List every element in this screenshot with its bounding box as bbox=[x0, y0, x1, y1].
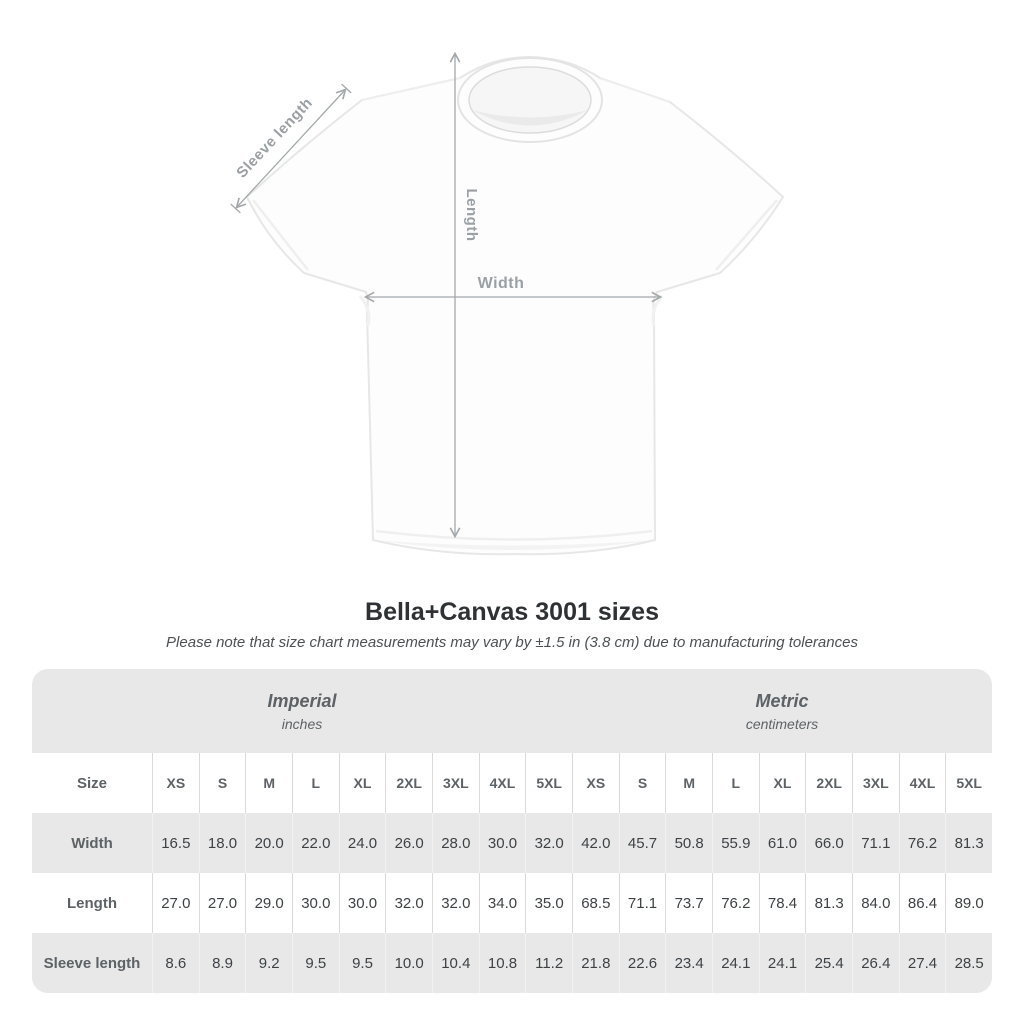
size-value-cell: 8.6 bbox=[152, 933, 199, 993]
size-value-cell: 71.1 bbox=[618, 873, 666, 933]
size-value-cell: 81.3 bbox=[945, 813, 992, 873]
tshirt-diagram-section: Sleeve length Length Width bbox=[230, 0, 784, 556]
size-value-cell: 26.0 bbox=[385, 813, 432, 873]
size-value-cell: 32.0 bbox=[525, 813, 572, 873]
size-value-cell: 27.0 bbox=[198, 873, 246, 933]
imperial-label: Imperial bbox=[267, 690, 337, 711]
size-header-cell: XL bbox=[338, 753, 386, 813]
size-header-cell: L bbox=[292, 753, 339, 813]
row-label-length: Length bbox=[67, 894, 117, 912]
tshirt-collar bbox=[457, 57, 603, 143]
size-header-cell: 5XL bbox=[525, 753, 572, 813]
size-value-cell: 18.0 bbox=[198, 813, 246, 873]
metric-sublabel: centimeters bbox=[745, 715, 819, 732]
size-value-cell: 9.5 bbox=[338, 933, 386, 993]
size-value-cell: 16.5 bbox=[152, 813, 199, 873]
size-value-cell: 73.7 bbox=[665, 873, 712, 933]
size-value-cell: 42.0 bbox=[572, 813, 619, 873]
size-value-cell: 24.1 bbox=[758, 933, 806, 993]
table-row-width: Width 16.5 18.0 20.0 22.0 24.0 26.0 28.0 30.0 32… bbox=[32, 813, 992, 873]
tshirt-diagram: Sleeve length Length Width bbox=[230, 0, 784, 556]
size-value-cell: 22.0 bbox=[292, 813, 339, 873]
size-header-cell: 4XL bbox=[478, 753, 526, 813]
size-value-cell: 32.0 bbox=[432, 873, 479, 933]
size-value-cell: 28.5 bbox=[945, 933, 992, 993]
size-header-cell: S bbox=[618, 753, 666, 813]
size-value-cell: 25.4 bbox=[805, 933, 852, 993]
size-value-cell: 27.0 bbox=[152, 873, 199, 933]
imperial-sublabel: inches bbox=[281, 715, 323, 732]
size-value-cell: 30.0 bbox=[338, 873, 386, 933]
size-value-cell: 76.2 bbox=[898, 813, 946, 873]
size-value-cell: 71.1 bbox=[852, 813, 899, 873]
size-header-cell: L bbox=[712, 753, 759, 813]
size-value-cell: 81.3 bbox=[805, 873, 852, 933]
size-header-cell: XS bbox=[152, 753, 199, 813]
unit-header-row: Imperial inches Metric centimeters bbox=[32, 669, 992, 753]
size-header-cell: 2XL bbox=[385, 753, 432, 813]
size-header-cell: XL bbox=[758, 753, 806, 813]
size-value-cell: 28.0 bbox=[432, 813, 479, 873]
imperial-header: Imperial inches bbox=[32, 669, 572, 753]
row-label-width: Width bbox=[71, 834, 113, 852]
size-value-cell: 66.0 bbox=[805, 813, 852, 873]
width-label: Width bbox=[478, 275, 525, 292]
size-value-cell: 10.4 bbox=[432, 933, 479, 993]
size-header-row: Size XS S M L XL 2XL 3XL 4XL 5XL XS S M L XL 2XL 3XL 4XL… bbox=[32, 753, 992, 813]
size-value-cell: 30.0 bbox=[478, 813, 526, 873]
size-header-cell: M bbox=[665, 753, 712, 813]
size-value-cell: 61.0 bbox=[758, 813, 806, 873]
size-value-cell: 26.4 bbox=[852, 933, 899, 993]
size-value-cell: 68.5 bbox=[572, 873, 619, 933]
size-header-cell: 5XL bbox=[945, 753, 992, 813]
size-value-cell: 24.0 bbox=[338, 813, 386, 873]
size-header-cell: 2XL bbox=[805, 753, 852, 813]
sleeve-length-arrow bbox=[237, 90, 345, 207]
size-value-cell: 10.0 bbox=[385, 933, 432, 993]
size-value-cell: 55.9 bbox=[712, 813, 759, 873]
size-value-cell: 21.8 bbox=[572, 933, 619, 993]
size-header-cell: XS bbox=[572, 753, 619, 813]
size-value-cell: 45.7 bbox=[618, 813, 666, 873]
page-subtitle: Please note that size chart measurements… bbox=[166, 634, 858, 651]
size-value-cell: 32.0 bbox=[385, 873, 432, 933]
size-value-cell: 10.8 bbox=[478, 933, 526, 993]
size-value-cell: 20.0 bbox=[245, 813, 292, 873]
size-value-cell: 34.0 bbox=[478, 873, 526, 933]
metric-header: Metric centimeters bbox=[572, 669, 992, 753]
size-column-header: Size bbox=[76, 774, 107, 792]
size-value-cell: 50.8 bbox=[665, 813, 712, 873]
size-value-cell: 27.4 bbox=[898, 933, 946, 993]
size-value-cell: 11.2 bbox=[525, 933, 572, 993]
page-title: Bella+Canvas 3001 sizes bbox=[365, 598, 659, 626]
size-header-cell: 3XL bbox=[852, 753, 899, 813]
size-value-cell: 30.0 bbox=[292, 873, 339, 933]
measurement-annotations bbox=[230, 54, 660, 536]
size-value-cell: 78.4 bbox=[758, 873, 806, 933]
tshirt-illustration bbox=[246, 56, 784, 556]
size-chart-table: Imperial inches Metric centimeters Size … bbox=[32, 669, 992, 993]
size-value-cell: 86.4 bbox=[898, 873, 946, 933]
size-value-cell: 9.5 bbox=[292, 933, 339, 993]
size-value-cell: 8.9 bbox=[198, 933, 246, 993]
size-value-cell: 22.6 bbox=[618, 933, 666, 993]
size-value-cell: 84.0 bbox=[852, 873, 899, 933]
size-value-cell: 9.2 bbox=[245, 933, 292, 993]
size-header-cell: S bbox=[198, 753, 246, 813]
size-header-cell: M bbox=[245, 753, 292, 813]
size-value-cell: 89.0 bbox=[945, 873, 992, 933]
table-row-length: Length 27.0 27.0 29.0 30.0 30.0 32.0 32.0 34.0 3… bbox=[32, 873, 992, 933]
table-row-sleeve-length: Sleeve length 8.6 8.9 9.2 9.5 9.5 10.0 10.4 10.… bbox=[32, 933, 992, 993]
size-value-cell: 29.0 bbox=[245, 873, 292, 933]
size-value-cell: 24.1 bbox=[712, 933, 759, 993]
length-label: Length bbox=[463, 189, 480, 242]
size-value-cell: 23.4 bbox=[665, 933, 712, 993]
size-value-cell: 35.0 bbox=[525, 873, 572, 933]
tshirt-body bbox=[246, 56, 784, 556]
size-header-cell: 4XL bbox=[898, 753, 946, 813]
row-label-sleeve-length: Sleeve length bbox=[43, 954, 141, 972]
size-value-cell: 76.2 bbox=[712, 873, 759, 933]
size-header-cell: 3XL bbox=[432, 753, 479, 813]
metric-label: Metric bbox=[755, 690, 809, 711]
